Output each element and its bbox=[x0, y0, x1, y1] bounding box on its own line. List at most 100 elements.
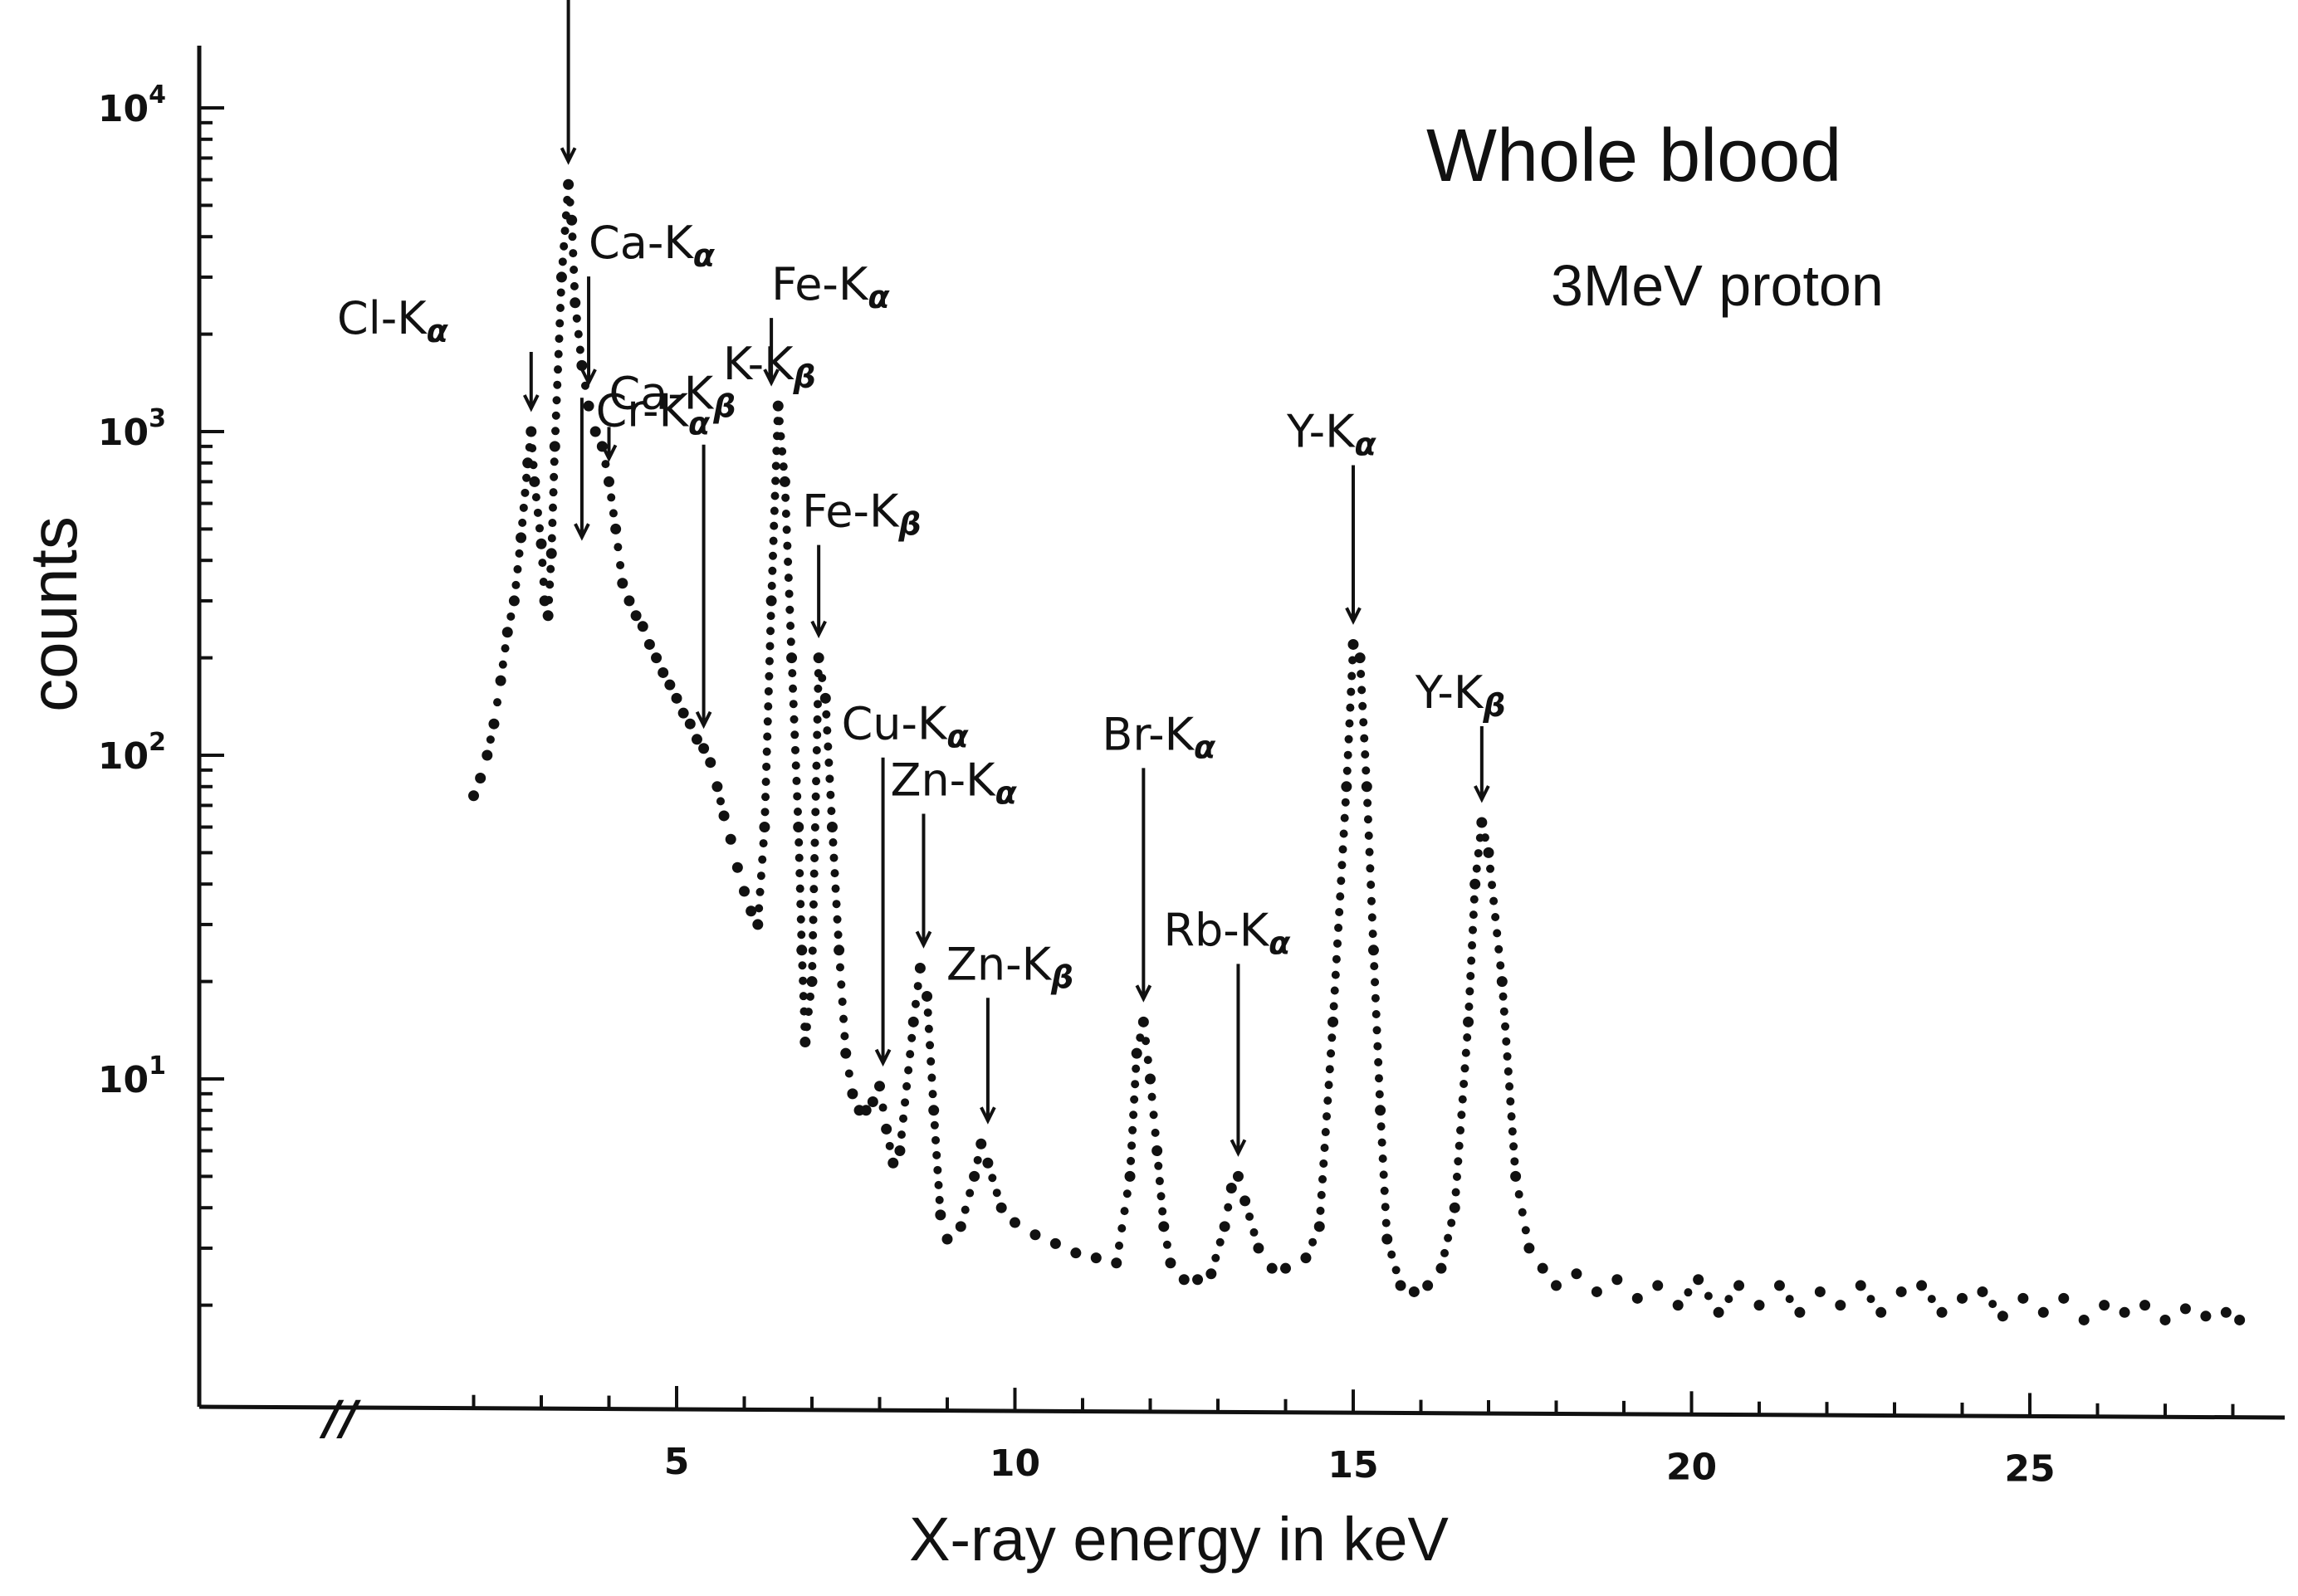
data-point bbox=[1449, 1202, 1460, 1213]
data-point bbox=[1372, 1026, 1381, 1035]
data-point bbox=[766, 627, 775, 636]
data-point bbox=[574, 329, 583, 339]
data-point bbox=[1300, 1252, 1312, 1264]
data-point bbox=[519, 503, 528, 512]
data-point bbox=[796, 900, 805, 909]
data-point bbox=[1357, 686, 1367, 695]
data-point bbox=[1224, 1203, 1233, 1212]
data-point bbox=[2037, 1306, 2049, 1318]
data-point bbox=[826, 822, 838, 833]
data-point bbox=[1337, 876, 1346, 886]
data-point bbox=[575, 345, 584, 354]
data-point bbox=[823, 726, 832, 735]
data-point bbox=[1510, 1170, 1522, 1182]
annotation-arrowhead bbox=[522, 394, 540, 412]
data-point bbox=[1672, 1300, 1684, 1311]
data-point bbox=[1381, 1218, 1391, 1228]
data-point bbox=[1219, 1221, 1230, 1232]
data-point bbox=[1371, 993, 1380, 1003]
data-point bbox=[1468, 925, 1477, 935]
data-point bbox=[1313, 1221, 1325, 1232]
data-point bbox=[1029, 1229, 1041, 1241]
data-point bbox=[1379, 1170, 1388, 1179]
data-point bbox=[789, 684, 798, 693]
data-point bbox=[1468, 941, 1477, 950]
data-point bbox=[630, 610, 642, 622]
data-point bbox=[995, 1202, 1007, 1213]
data-point bbox=[786, 622, 795, 631]
annotation-arrowhead bbox=[980, 1106, 996, 1125]
data-point bbox=[1225, 1183, 1237, 1194]
data-point bbox=[488, 718, 500, 730]
data-point bbox=[554, 365, 563, 374]
data-point bbox=[813, 652, 824, 664]
data-point bbox=[1361, 781, 1372, 793]
x-axis bbox=[198, 1404, 2286, 1420]
data-point bbox=[1122, 1189, 1132, 1198]
data-point bbox=[1334, 923, 1343, 932]
data-point bbox=[1154, 1161, 1163, 1170]
data-point bbox=[1335, 908, 1344, 917]
data-point bbox=[545, 580, 555, 589]
data-point bbox=[765, 656, 774, 666]
data-point bbox=[1205, 1268, 1217, 1280]
data-point bbox=[797, 930, 806, 940]
data-point bbox=[623, 595, 635, 607]
data-point bbox=[778, 447, 787, 456]
data-point bbox=[711, 781, 723, 793]
data-point bbox=[643, 638, 655, 650]
data-point bbox=[785, 589, 794, 598]
data-point bbox=[1327, 1016, 1339, 1027]
data-point bbox=[475, 773, 486, 784]
data-point bbox=[609, 509, 618, 518]
data-point bbox=[813, 715, 822, 724]
data-point bbox=[1724, 1295, 1733, 1304]
data-point bbox=[826, 790, 835, 799]
data-point bbox=[772, 400, 784, 412]
data-point bbox=[827, 807, 836, 816]
annotation-arrowhead bbox=[560, 147, 577, 165]
data-point bbox=[1375, 1105, 1386, 1116]
data-point bbox=[725, 833, 736, 845]
data-point bbox=[1494, 944, 1503, 954]
data-point bbox=[907, 1016, 919, 1027]
data-point bbox=[2200, 1310, 2212, 1322]
data-point bbox=[705, 757, 716, 769]
data-point bbox=[2159, 1314, 2171, 1325]
data-point bbox=[790, 715, 799, 724]
data-point bbox=[1611, 1274, 1623, 1286]
data-point bbox=[1380, 1186, 1389, 1195]
data-point bbox=[765, 595, 777, 607]
data-point bbox=[1514, 1190, 1523, 1199]
data-point bbox=[894, 1145, 906, 1157]
data-point bbox=[1266, 1262, 1278, 1274]
y-tick-label: 102 bbox=[98, 728, 166, 778]
data-point bbox=[1321, 1128, 1330, 1137]
data-point bbox=[1318, 1174, 1327, 1184]
annotation-arrowhead bbox=[1135, 984, 1152, 1003]
data-point bbox=[1631, 1292, 1643, 1304]
data-point bbox=[513, 564, 522, 573]
data-point bbox=[1387, 1250, 1396, 1259]
data-point bbox=[1339, 829, 1348, 838]
data-point bbox=[927, 1057, 936, 1066]
data-point bbox=[799, 992, 808, 1001]
data-point bbox=[1357, 669, 1366, 678]
data-point bbox=[1476, 817, 1488, 828]
data-point bbox=[658, 666, 669, 678]
data-point bbox=[812, 761, 821, 770]
data-point bbox=[1128, 1125, 1137, 1135]
data-point bbox=[616, 560, 625, 569]
data-point bbox=[576, 359, 588, 371]
data-point bbox=[793, 822, 804, 833]
data-point bbox=[607, 493, 616, 502]
data-point bbox=[2234, 1314, 2246, 1325]
data-point bbox=[1151, 1128, 1160, 1137]
data-point bbox=[2017, 1292, 2029, 1304]
data-point bbox=[1070, 1247, 1082, 1259]
data-point bbox=[1465, 987, 1474, 996]
data-point bbox=[781, 509, 790, 518]
data-point bbox=[788, 669, 797, 678]
data-point bbox=[1158, 1207, 1167, 1216]
